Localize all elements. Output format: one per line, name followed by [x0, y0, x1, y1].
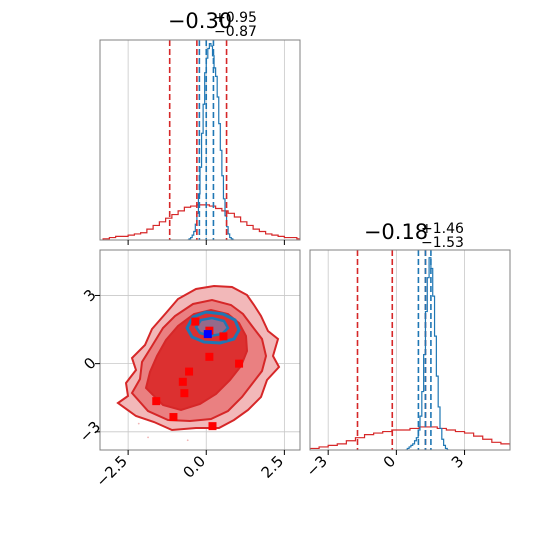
marginal-panel-2: −3 0 3 −0.18 +1.46 −1.53 [303, 220, 511, 480]
marginal-2-frame [309, 249, 511, 451]
blue-histogram [187, 43, 235, 240]
blue-histogram [405, 257, 450, 450]
marginal-1-ticks [127, 240, 285, 245]
title-1-minus: −0.87 [214, 24, 257, 40]
x-tick-label: 2.5 [258, 452, 288, 482]
x-tick-label: −3 [303, 452, 331, 480]
title-2-median: −0.18 [364, 220, 428, 244]
x-tick-label: −2.5 [92, 452, 130, 490]
x-tick-label: 0 [380, 452, 399, 471]
red-marker [235, 359, 244, 368]
red-histogram [310, 426, 510, 450]
joint-frame [99, 249, 301, 451]
joint-markers [152, 317, 244, 431]
red-marker [205, 352, 214, 361]
marginal-2-title: −0.18 [364, 220, 428, 244]
marginal-1-title: −0.30 [168, 9, 232, 33]
marginal-1-frame [99, 39, 301, 241]
blue-contour-outer [185, 310, 241, 345]
title-1-plus: +0.95 [214, 10, 257, 26]
scatter-point [147, 436, 149, 439]
marginal-2-plot [310, 250, 510, 450]
red-marker [191, 317, 200, 326]
title-2-minus: −1.53 [421, 235, 464, 251]
red-marker [169, 413, 178, 422]
x-tick-label: 0.0 [179, 452, 209, 482]
blue-marker [203, 330, 212, 339]
scatter-point [137, 422, 140, 425]
marginal-2-grid [327, 250, 465, 450]
red-marker [152, 397, 161, 406]
red-marker [185, 367, 194, 376]
joint-panel: −2.5 0.0 2.5 −303 [76, 249, 301, 491]
marginal-panel-1: −0.30 +0.95 −0.87 [99, 9, 301, 245]
scatter-point [186, 439, 189, 442]
red-marker [178, 377, 187, 386]
marginal-2-ticks: −3 0 3 [303, 450, 467, 480]
joint-plot [116, 284, 281, 442]
marginal-1-plot [102, 40, 300, 240]
x-tick-label: 3 [448, 452, 467, 471]
red-marker [208, 422, 217, 431]
title-1-median: −0.30 [168, 9, 232, 33]
red-marker [180, 389, 189, 398]
joint-x-ticks: −2.5 0.0 2.5 [92, 450, 287, 491]
title-2-plus: +1.46 [421, 221, 464, 237]
red-marker [219, 332, 228, 341]
